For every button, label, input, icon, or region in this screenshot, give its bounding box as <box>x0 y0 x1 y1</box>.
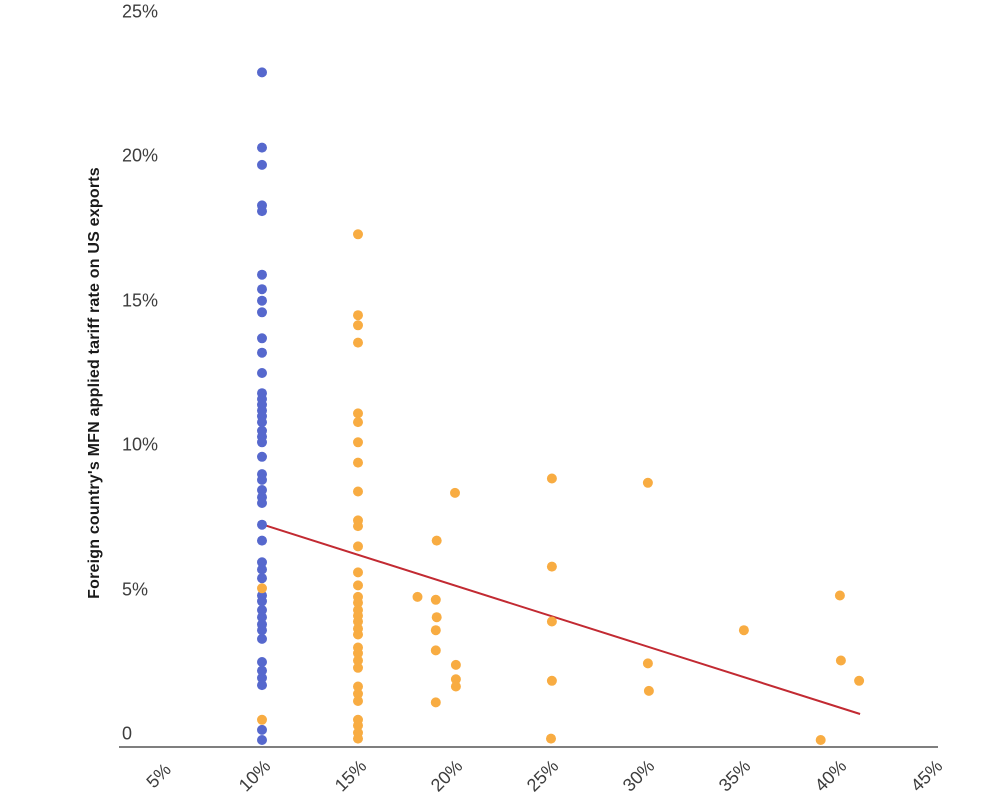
data-point <box>546 473 557 484</box>
data-point <box>412 591 423 602</box>
data-point <box>546 675 557 686</box>
data-point <box>257 583 267 594</box>
data-point <box>642 477 653 488</box>
data-point <box>257 498 267 508</box>
data-point <box>257 657 267 667</box>
data-point <box>257 680 267 691</box>
y-axis-title: Foreign country's MFN applied tariff rat… <box>86 167 103 599</box>
data-point <box>257 206 267 217</box>
data-point <box>353 681 363 692</box>
data-point <box>353 486 363 497</box>
data-point <box>546 733 556 744</box>
data-point <box>353 696 363 706</box>
data-point <box>546 561 557 572</box>
data-point <box>431 535 442 546</box>
data-point <box>642 658 653 669</box>
data-point <box>643 685 654 696</box>
series-orange-points <box>257 229 865 745</box>
data-point <box>738 625 749 636</box>
data-point <box>257 596 267 607</box>
data-point <box>257 665 267 676</box>
data-point <box>257 633 267 644</box>
data-point <box>257 519 267 530</box>
data-point <box>450 674 461 685</box>
data-point <box>257 535 267 546</box>
data-point <box>257 735 267 745</box>
data-point <box>431 612 442 623</box>
data-point <box>257 333 267 344</box>
data-point <box>353 229 363 240</box>
y-tick-label: 0 <box>122 723 133 744</box>
data-point <box>835 655 846 666</box>
data-point <box>257 612 267 623</box>
data-point <box>257 564 267 575</box>
data-point <box>815 735 826 745</box>
data-point <box>257 557 267 568</box>
data-point <box>257 142 267 153</box>
data-point <box>353 521 363 532</box>
y-tick-label: 20% <box>122 145 159 166</box>
y-tick-label: 15% <box>122 290 159 310</box>
data-point <box>257 672 267 683</box>
data-point <box>257 284 267 295</box>
data-point <box>854 675 865 686</box>
series-blue-points <box>257 67 267 745</box>
data-point <box>257 724 267 735</box>
data-point <box>353 720 363 731</box>
data-point <box>257 347 267 358</box>
data-point <box>257 625 267 636</box>
data-point <box>450 487 460 498</box>
data-point <box>257 605 267 615</box>
data-point <box>257 417 267 428</box>
data-point <box>353 320 363 331</box>
data-point <box>430 697 441 708</box>
y-tick-label: 5% <box>122 579 149 599</box>
data-point <box>450 681 461 692</box>
data-point <box>353 580 363 591</box>
data-point <box>353 310 363 321</box>
data-point <box>257 474 267 485</box>
data-point <box>353 567 363 578</box>
fitted-trend-line <box>263 524 861 715</box>
data-point <box>257 368 267 378</box>
data-point <box>430 594 441 605</box>
data-point <box>353 337 363 348</box>
data-point <box>353 417 363 428</box>
data-point <box>353 648 363 659</box>
data-point <box>353 616 363 627</box>
data-point <box>257 67 267 78</box>
data-point <box>353 662 363 673</box>
data-point <box>257 485 267 495</box>
data-point <box>353 597 363 608</box>
data-point <box>353 688 363 699</box>
data-point <box>353 408 363 419</box>
y-tick-label: 25% <box>122 1 159 21</box>
data-point <box>353 655 363 666</box>
data-point <box>450 659 461 670</box>
data-point <box>353 733 363 744</box>
data-point <box>257 437 267 448</box>
data-point <box>430 645 441 656</box>
data-point <box>353 457 363 468</box>
data-point <box>257 159 267 170</box>
y-tick-label: 10% <box>122 434 159 455</box>
data-point <box>257 307 267 318</box>
data-point <box>834 590 845 601</box>
data-point <box>353 437 363 448</box>
data-point <box>353 629 363 640</box>
data-point <box>257 269 267 280</box>
data-point <box>257 714 267 725</box>
data-point <box>353 541 363 552</box>
data-point <box>430 625 441 636</box>
data-point <box>546 616 557 627</box>
data-point <box>257 295 267 306</box>
data-point <box>257 451 267 462</box>
data-point <box>257 573 267 584</box>
